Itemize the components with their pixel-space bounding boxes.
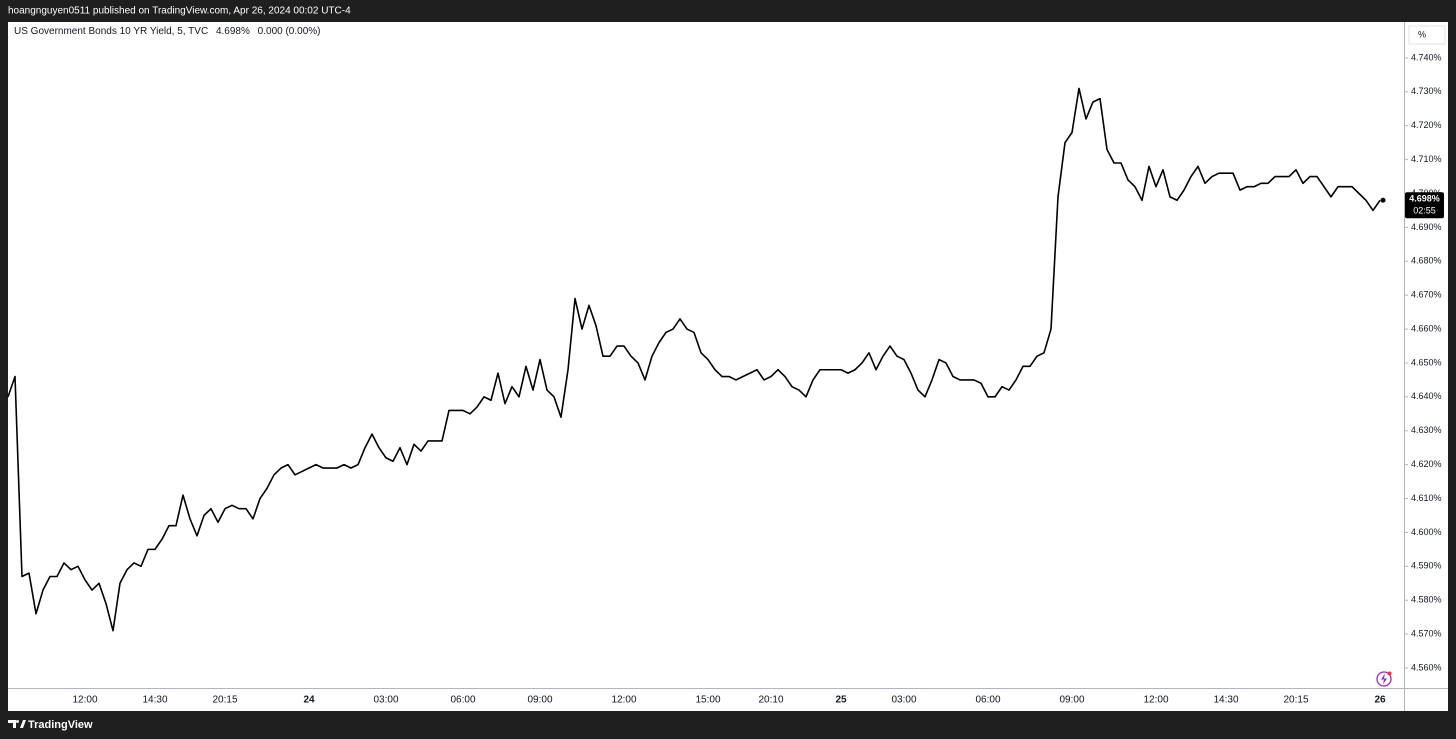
y-tick-label: 4.600%: [1411, 527, 1442, 537]
x-tick-label: 12:00: [72, 695, 97, 706]
x-tick-label: 26: [1374, 695, 1386, 706]
y-tick-label: 4.650%: [1411, 357, 1442, 367]
x-tick-label: 12:00: [611, 695, 636, 706]
plot: 4.560% 4.570% 4.580% 4.590% 4.600% 4.610% 4.62…: [7, 52, 1444, 706]
legend-change: 0.000 (0.00%): [257, 26, 321, 37]
x-tick-label: 14:30: [1213, 695, 1238, 706]
x-tick-label: 06:00: [975, 695, 1000, 706]
unit-box[interactable]: [1408, 25, 1446, 45]
alert-icon[interactable]: [1376, 671, 1392, 687]
price-line: [7, 87, 1381, 632]
chart-background: [8, 22, 1448, 711]
unit-label: %: [1418, 29, 1426, 39]
y-tick-label: 4.670%: [1411, 290, 1442, 300]
y-tick-label: 4.660%: [1411, 323, 1442, 333]
y-tick-label: 4.720%: [1411, 120, 1442, 130]
y-tick-label: 4.560%: [1411, 662, 1442, 672]
y-tick-label: 4.640%: [1411, 391, 1442, 401]
x-tick-label: 20:10: [758, 695, 783, 706]
legend: US Government Bonds 10 YR Yield, 5, TVC …: [14, 26, 326, 37]
tradingview-logo: [8, 720, 26, 728]
x-tick-label: 03:00: [891, 695, 916, 706]
x-tick-label: 09:00: [1059, 695, 1084, 706]
y-tick-label: 4.730%: [1411, 86, 1442, 96]
y-tick-label: 4.620%: [1411, 459, 1442, 469]
x-tick-label: 12:00: [1143, 695, 1168, 706]
x-tick-label: 20:15: [212, 695, 237, 706]
y-tick-label: 4.630%: [1411, 425, 1442, 435]
price-label: 4.698%: [1409, 194, 1440, 204]
y-tick-label: 4.610%: [1411, 493, 1442, 503]
x-tick-label: 06:00: [450, 695, 475, 706]
y-tick-label: 4.740%: [1411, 52, 1442, 62]
x-tick-label: 24: [303, 695, 315, 706]
x-tick-label: 14:30: [142, 695, 167, 706]
y-tick-label: 4.580%: [1411, 595, 1442, 605]
x-tick-label: 20:15: [1283, 695, 1308, 706]
x-tick-label: 09:00: [527, 695, 552, 706]
legend-value: 4.698%: [215, 26, 250, 37]
y-tick-label: 4.570%: [1411, 628, 1442, 638]
x-tick-label: 25: [835, 695, 847, 706]
last-point: [1380, 197, 1386, 203]
x-tick-label: 03:00: [373, 695, 398, 706]
y-tick-label: 4.680%: [1411, 256, 1442, 266]
countdown: 02:55: [1413, 206, 1436, 216]
price-label-box: [1405, 192, 1444, 219]
legend-title: US Government Bonds 10 YR Yield, 5, TVC: [14, 26, 209, 37]
y-tick-label: 4.590%: [1411, 561, 1442, 571]
brand: TradingView: [28, 719, 93, 731]
y-tick-label: 4.690%: [1411, 222, 1442, 232]
x-tick-label: 15:00: [695, 695, 720, 706]
publish-info: hoangnguyen0511 published on TradingView…: [8, 6, 351, 17]
y-tick-label: 4.710%: [1411, 154, 1442, 164]
